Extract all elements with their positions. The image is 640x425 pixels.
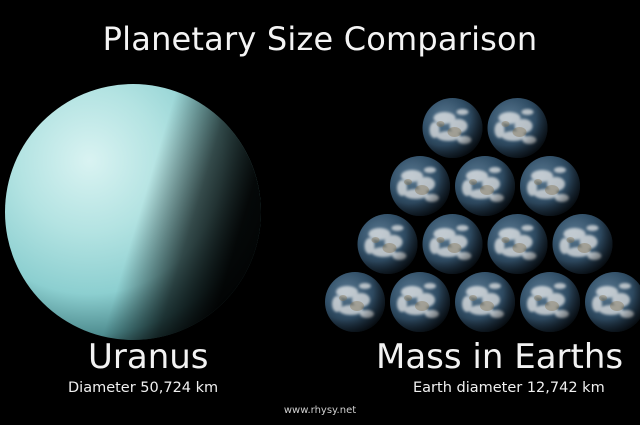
earth-sphere <box>390 272 450 332</box>
earth-sphere <box>553 214 613 274</box>
uranus-label: Uranus <box>88 337 209 377</box>
earth-diameter: Earth diameter 12,742 km <box>413 380 605 396</box>
uranus-planet <box>5 84 261 340</box>
uranus-diameter: Diameter 50,724 km <box>68 380 219 396</box>
earth-sphere <box>520 272 580 332</box>
earth-sphere <box>325 272 385 332</box>
earth-sphere <box>520 156 580 216</box>
earth-sphere <box>585 272 640 332</box>
earths-label: Mass in Earths <box>376 337 624 377</box>
earth-sphere <box>390 156 450 216</box>
earth-sphere <box>423 214 483 274</box>
page-title: Planetary Size Comparison <box>102 20 538 58</box>
earth-sphere <box>455 156 515 216</box>
earth-sphere <box>488 214 548 274</box>
earth-sphere <box>423 98 483 158</box>
earths-pyramid <box>325 98 640 332</box>
earth-sphere <box>488 98 548 158</box>
earth-sphere <box>455 272 515 332</box>
earth-sphere <box>358 214 418 274</box>
credit-link: www.rhysy.net <box>283 405 357 416</box>
